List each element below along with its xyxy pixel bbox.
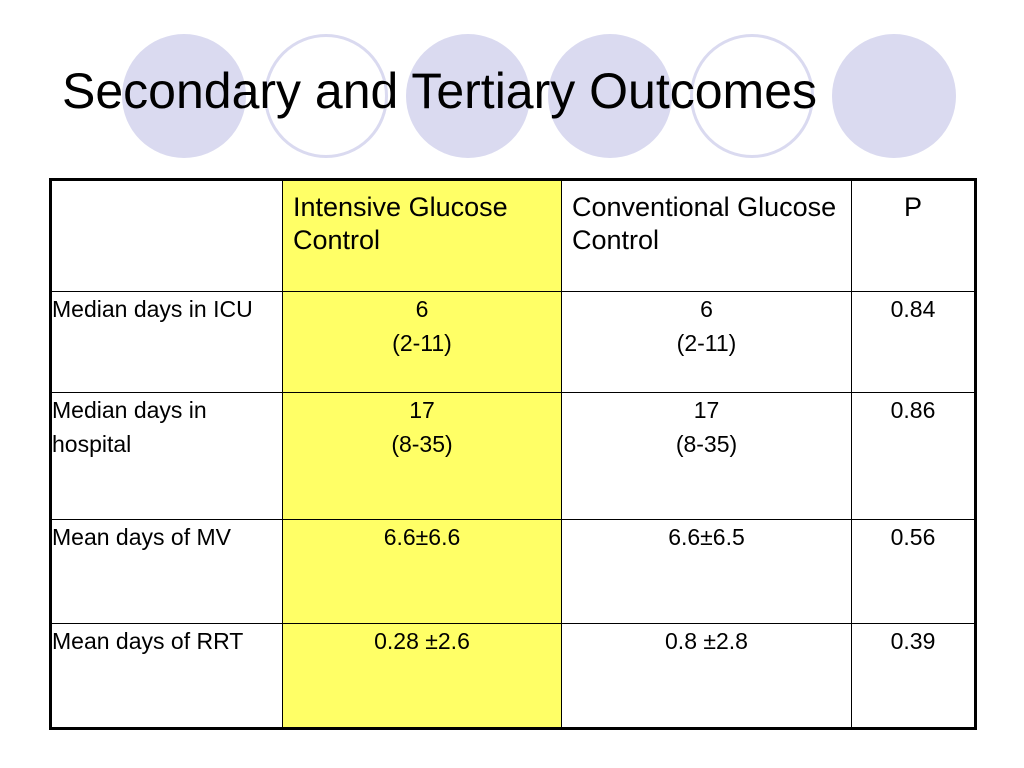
decorative-circle-5 xyxy=(690,34,814,158)
intensive-range: (2-11) xyxy=(392,330,452,356)
decorative-circle-1 xyxy=(122,34,246,158)
p-value: 0.39 xyxy=(851,623,976,729)
table-row: Mean days of MV 6.6±6.6 6.6±6.5 0.56 xyxy=(50,519,976,624)
conventional-median: 6 xyxy=(700,296,713,322)
intensive-range: (8-35) xyxy=(391,431,453,457)
intensive-median: 6 xyxy=(415,296,429,322)
table-row: Mean days of RRT 0.28 ±2.6 0.8 ±2.8 0.39 xyxy=(50,623,976,729)
row-label: Median days in ICU xyxy=(50,291,283,393)
row-label: Mean days of MV xyxy=(50,519,283,624)
intensive-value: 6.6±6.6 xyxy=(282,519,562,624)
header-intensive: Intensive Glucose Control xyxy=(282,179,562,292)
conventional-value: 17 (8-35) xyxy=(561,392,852,520)
row-label: Median days in hospital xyxy=(50,392,283,520)
table-header-row: Intensive Glucose Control Conventional G… xyxy=(50,179,976,292)
intensive-value: 6 (2-11) xyxy=(282,291,562,393)
conventional-range: (8-35) xyxy=(675,431,738,457)
p-value: 0.86 xyxy=(851,392,976,520)
conventional-value: 6.6±6.5 xyxy=(561,519,852,624)
decorative-circle-2 xyxy=(264,34,388,158)
intensive-value: 17 (8-35) xyxy=(282,392,562,520)
header-conventional: Conventional Glucose Control xyxy=(561,179,852,292)
slide-title: Secondary and Tertiary Outcomes xyxy=(62,63,818,119)
conventional-range: (2-11) xyxy=(676,330,737,356)
row-label: Mean days of RRT xyxy=(50,623,283,729)
p-value: 0.84 xyxy=(851,291,976,393)
table-row: Median days in hospital 17 (8-35) 17 (8-… xyxy=(50,392,976,520)
intensive-mean: 0.28 ±2.6 xyxy=(374,628,470,654)
header-empty-cell xyxy=(50,179,283,292)
conventional-value: 0.8 ±2.8 xyxy=(561,623,852,729)
p-value: 0.56 xyxy=(851,519,976,624)
intensive-value: 0.28 ±2.6 xyxy=(282,623,562,729)
table-row: Median days in ICU 6 (2-11) 6 (2-11) 0.8… xyxy=(50,291,976,393)
conventional-mean: 0.8 ±2.8 xyxy=(665,628,748,654)
decorative-circle-3 xyxy=(406,34,530,158)
conventional-value: 6 (2-11) xyxy=(561,291,852,393)
decorative-circle-4 xyxy=(548,34,672,158)
intensive-mean: 6.6±6.6 xyxy=(383,524,461,550)
decorative-circle-6 xyxy=(832,34,956,158)
intensive-median: 17 xyxy=(409,397,435,423)
header-p: P xyxy=(851,179,976,292)
conventional-mean: 6.6±6.5 xyxy=(668,524,745,550)
conventional-median: 17 xyxy=(693,397,720,423)
outcomes-table: Intensive Glucose Control Conventional G… xyxy=(49,178,977,730)
